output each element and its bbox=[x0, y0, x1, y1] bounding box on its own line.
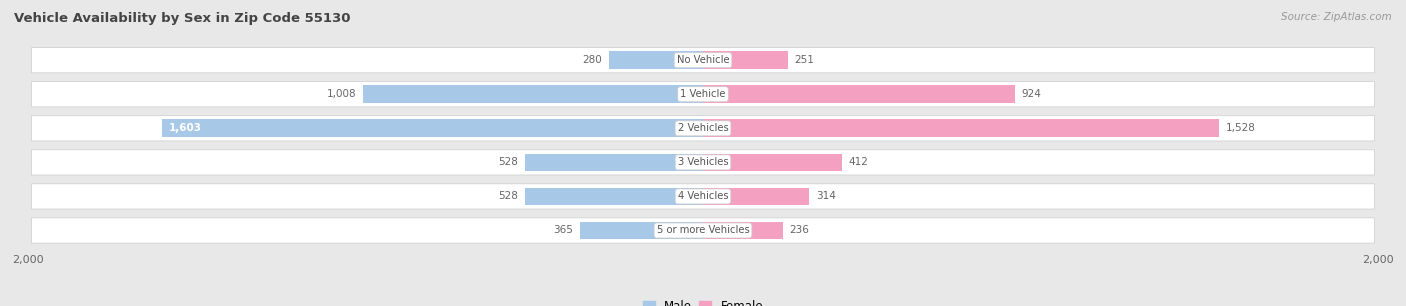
Bar bbox=[162, 119, 703, 137]
FancyBboxPatch shape bbox=[31, 218, 1375, 243]
Text: 4 Vehicles: 4 Vehicles bbox=[678, 192, 728, 201]
Bar bbox=[703, 51, 787, 69]
FancyBboxPatch shape bbox=[31, 184, 1375, 209]
Text: 5 or more Vehicles: 5 or more Vehicles bbox=[657, 226, 749, 236]
Text: No Vehicle: No Vehicle bbox=[676, 55, 730, 65]
Text: 1,528: 1,528 bbox=[1226, 123, 1256, 133]
FancyBboxPatch shape bbox=[31, 48, 1375, 73]
FancyBboxPatch shape bbox=[31, 116, 1375, 141]
Text: 412: 412 bbox=[849, 157, 869, 167]
Bar bbox=[703, 222, 783, 239]
Bar bbox=[703, 119, 1219, 137]
Text: 528: 528 bbox=[498, 192, 517, 201]
Bar bbox=[703, 154, 842, 171]
Bar bbox=[703, 188, 808, 205]
Text: 924: 924 bbox=[1022, 89, 1042, 99]
Text: 528: 528 bbox=[498, 157, 517, 167]
Text: Vehicle Availability by Sex in Zip Code 55130: Vehicle Availability by Sex in Zip Code … bbox=[14, 12, 350, 25]
Bar bbox=[363, 85, 703, 103]
Text: 314: 314 bbox=[815, 192, 835, 201]
Text: Source: ZipAtlas.com: Source: ZipAtlas.com bbox=[1281, 12, 1392, 22]
Bar bbox=[579, 222, 703, 239]
Bar bbox=[524, 188, 703, 205]
Text: 251: 251 bbox=[794, 55, 814, 65]
Text: 236: 236 bbox=[789, 226, 810, 236]
Text: 280: 280 bbox=[582, 55, 602, 65]
Text: 365: 365 bbox=[553, 226, 574, 236]
Text: 1 Vehicle: 1 Vehicle bbox=[681, 89, 725, 99]
Legend: Male, Female: Male, Female bbox=[643, 300, 763, 306]
Text: 1,008: 1,008 bbox=[326, 89, 356, 99]
Text: 1,603: 1,603 bbox=[169, 123, 202, 133]
Text: 2 Vehicles: 2 Vehicles bbox=[678, 123, 728, 133]
Bar bbox=[609, 51, 703, 69]
Bar bbox=[524, 154, 703, 171]
Text: 3 Vehicles: 3 Vehicles bbox=[678, 157, 728, 167]
FancyBboxPatch shape bbox=[31, 82, 1375, 107]
FancyBboxPatch shape bbox=[31, 150, 1375, 175]
Bar bbox=[703, 85, 1015, 103]
